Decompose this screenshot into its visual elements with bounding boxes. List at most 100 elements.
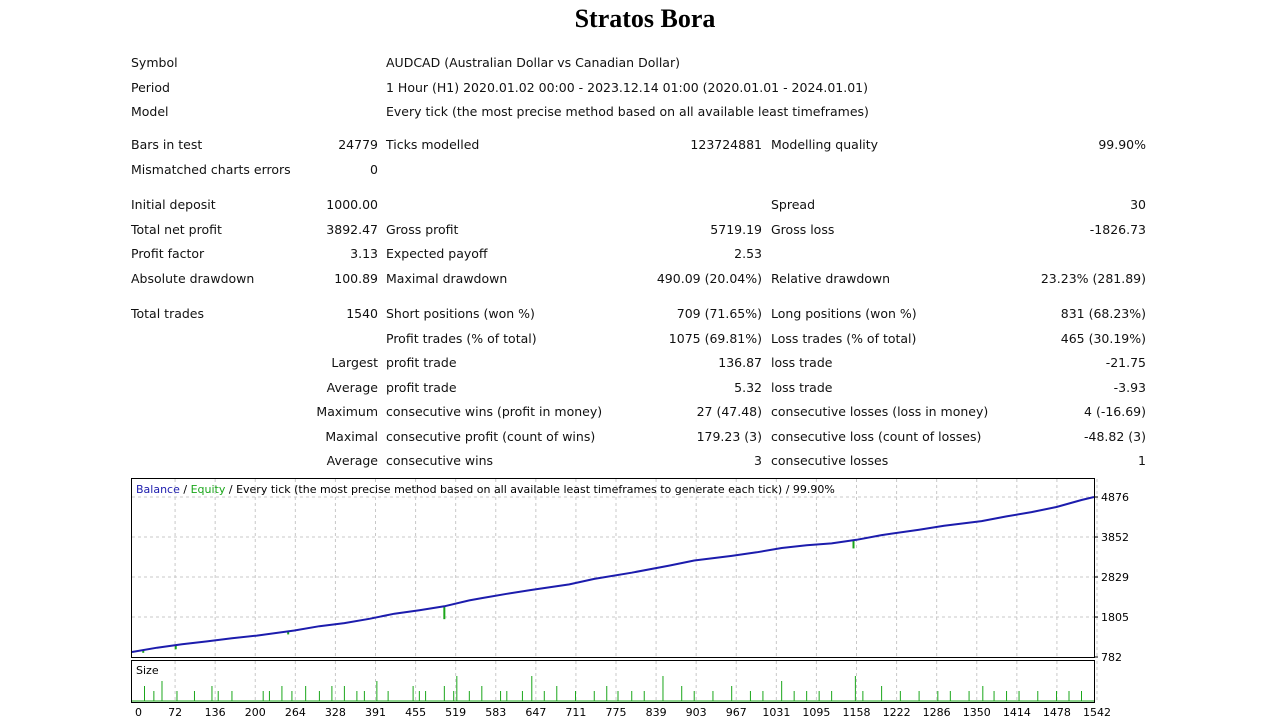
size-label: Size: [136, 664, 159, 677]
average-consecutive-losses-label: consecutive losses: [771, 453, 889, 468]
x-tick-label: 200: [245, 706, 266, 719]
y-tick-label: 4876: [1101, 491, 1129, 504]
deposit-value: 1000.00: [326, 197, 378, 212]
deposit-label: Initial deposit: [131, 197, 216, 212]
maximal-drawdown-label: Maximal drawdown: [386, 271, 508, 286]
x-tick-label: 711: [565, 706, 586, 719]
quality-label: Modelling quality: [771, 137, 879, 152]
gross-loss-label: Gross loss: [771, 222, 835, 237]
ticks-value: 123724881: [690, 137, 762, 152]
maximum-label: Maximum: [316, 404, 378, 419]
average-loss-value: -3.93: [1113, 380, 1146, 395]
spread-label: Spread: [771, 197, 816, 212]
bars-value: 24779: [338, 137, 378, 152]
x-tick-label: 264: [285, 706, 306, 719]
largest-profit-label: profit trade: [386, 355, 457, 370]
loss-trades-value: 465 (30.19%): [1060, 331, 1146, 346]
main-chart-frame: [131, 478, 1095, 658]
expected-payoff-label: Expected payoff: [386, 246, 488, 261]
x-tick-label: 775: [606, 706, 627, 719]
x-tick-label: 519: [445, 706, 466, 719]
maximal-consecutive-loss-value: -48.82 (3): [1084, 429, 1146, 444]
loss-trades-label: Loss trades (% of total): [771, 331, 917, 346]
chart-legend: Balance / Equity / Every tick (the most …: [136, 483, 835, 496]
x-tick-label: 1095: [802, 706, 830, 719]
x-tick-label: 328: [325, 706, 346, 719]
profit-factor-value: 3.13: [350, 246, 378, 261]
x-tick-label: 72: [168, 706, 182, 719]
long-positions-value: 831 (68.23%): [1060, 306, 1146, 321]
y-tick-label: 2829: [1101, 571, 1129, 584]
x-tick-label: 0: [135, 706, 142, 719]
x-axis-ticks: 0 72 136 200 264 328 391 455 519 583 647 711 775 839 9…: [135, 706, 1111, 719]
average-profit-label: profit trade: [386, 380, 457, 395]
size-chart-grid: [174, 661, 1098, 702]
total-trades-label: Total trades: [131, 306, 205, 321]
legend-balance: Balance: [136, 483, 180, 496]
x-tick-label: 1222: [883, 706, 911, 719]
y-tick-label: 3852: [1101, 531, 1129, 544]
maximal-consecutive-loss-label: consecutive loss (count of losses): [771, 429, 982, 444]
main-chart-grid: [132, 479, 1098, 657]
report-title: Stratos Bora: [574, 4, 716, 33]
average-consecutive-label: Average: [326, 453, 378, 468]
x-tick-label: 136: [205, 706, 226, 719]
average-consecutive-wins-label: consecutive wins: [386, 453, 494, 468]
mismatch-label: Mismatched charts errors: [131, 162, 291, 177]
period-label: Period: [131, 80, 170, 95]
period-value: 1 Hour (H1) 2020.01.02 00:00 - 2023.12.1…: [386, 80, 869, 95]
x-tick-label: 1478: [1043, 706, 1071, 719]
profit-trades-value: 1075 (69.81%): [668, 331, 762, 346]
largest-profit-value: 136.87: [718, 355, 762, 370]
short-positions-value: 709 (71.65%): [676, 306, 762, 321]
maximal-drawdown-value: 490.09 (20.04%): [656, 271, 762, 286]
gross-profit-value: 5719.19: [710, 222, 762, 237]
largest-loss-value: -21.75: [1105, 355, 1146, 370]
x-tick-label: 1286: [923, 706, 951, 719]
legend-equity: Equity: [191, 483, 226, 496]
x-tick-label: 903: [686, 706, 707, 719]
profit-factor-label: Profit factor: [131, 246, 205, 261]
net-profit-value: 3892.47: [326, 222, 378, 237]
mismatch-value: 0: [370, 162, 378, 177]
spread-value: 30: [1130, 197, 1146, 212]
x-tick-label: 1158: [843, 706, 871, 719]
symbol-value: AUDCAD (Australian Dollar vs Canadian Do…: [386, 55, 680, 70]
expected-payoff-value: 2.53: [734, 246, 762, 261]
x-tick-label: 455: [405, 706, 426, 719]
largest-loss-label: loss trade: [771, 355, 833, 370]
maximal-label: Maximal: [325, 429, 378, 444]
max-consecutive-wins-value: 27 (47.48): [696, 404, 762, 419]
x-tick-label: 583: [485, 706, 506, 719]
absolute-drawdown-label: Absolute drawdown: [131, 271, 255, 286]
average-loss-label: loss trade: [771, 380, 833, 395]
average-profit-value: 5.32: [734, 380, 762, 395]
ticks-label: Ticks modelled: [386, 137, 480, 152]
legend-separator: /: [180, 483, 191, 496]
balance-line: [131, 496, 1095, 653]
max-consecutive-losses-label: consecutive losses (loss in money): [771, 404, 989, 419]
x-tick-label: 391: [365, 706, 386, 719]
largest-label: Largest: [331, 355, 378, 370]
x-tick-label: 1414: [1003, 706, 1031, 719]
average-consecutive-losses-value: 1: [1138, 453, 1146, 468]
quality-value: 99.90%: [1098, 137, 1146, 152]
y-tick-label: 782: [1101, 651, 1122, 664]
max-consecutive-wins-label: consecutive wins (profit in money): [386, 404, 603, 419]
relative-drawdown-value: 23.23% (281.89): [1040, 271, 1146, 286]
legend-model-text: / Every tick (the most precise method ba…: [225, 483, 835, 496]
average-consecutive-wins-value: 3: [754, 453, 762, 468]
size-bars: [132, 676, 1094, 702]
x-tick-label: 1031: [762, 706, 790, 719]
gross-profit-label: Gross profit: [386, 222, 459, 237]
absolute-drawdown-value: 100.89: [334, 271, 378, 286]
symbol-label: Symbol: [131, 55, 178, 70]
y-axis-ticks: 4876 3852 2829 1805 782: [1094, 491, 1129, 664]
y-tick-label: 1805: [1101, 611, 1129, 624]
model-label: Model: [131, 104, 169, 119]
gross-loss-value: -1826.73: [1089, 222, 1146, 237]
maximal-consecutive-profit-label: consecutive profit (count of wins): [386, 429, 596, 444]
model-value: Every tick (the most precise method base…: [386, 104, 869, 119]
bars-label: Bars in test: [131, 137, 203, 152]
